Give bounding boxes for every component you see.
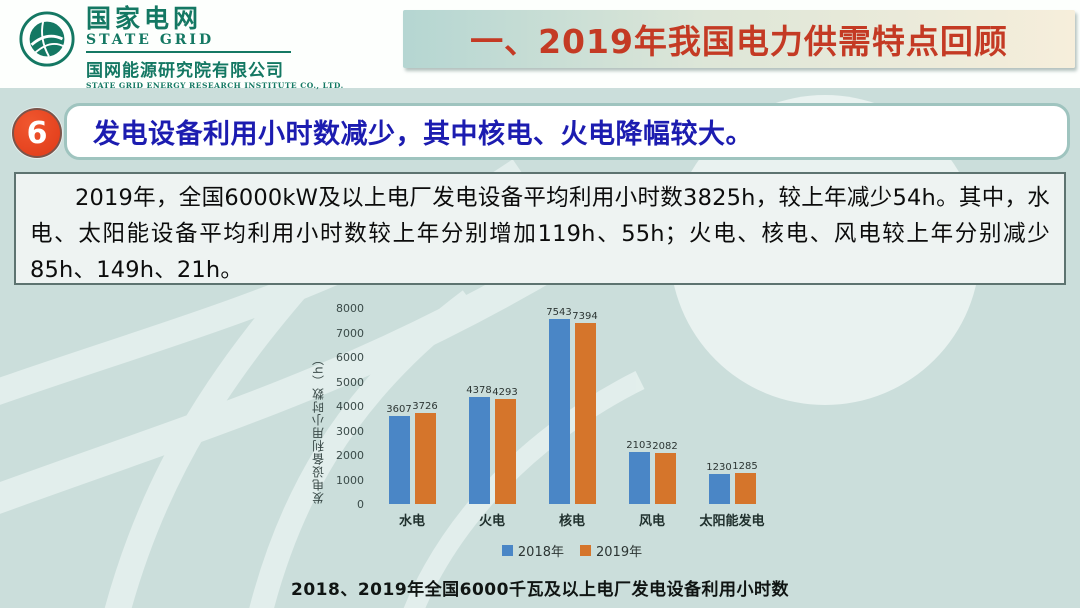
bar-2019年: 2082 bbox=[652, 441, 678, 504]
section-title-box: 发电设备利用小时数减少，其中核电、火电降幅较大。 bbox=[64, 103, 1070, 160]
legend-label: 2019年 bbox=[596, 545, 643, 560]
y-tick-label: 7000 bbox=[336, 326, 364, 340]
y-tick-label: 8000 bbox=[336, 302, 364, 315]
summary-paragraph-box: 2019年，全国6000kW及以上电厂发电设备平均利用小时数3825h，较上年减… bbox=[14, 172, 1066, 285]
bar-value-label: 2082 bbox=[652, 441, 678, 452]
y-tick-label: 4000 bbox=[336, 400, 364, 413]
bar-value-label: 7543 bbox=[546, 307, 572, 319]
chart-yticks: 8000 7000 6000 5000 4000 3000 2000 1000 0 bbox=[328, 302, 372, 511]
bar-2019年: 1285 bbox=[732, 461, 758, 504]
category-label: 核电 bbox=[558, 514, 585, 529]
category-label: 火电 bbox=[478, 514, 505, 529]
summary-paragraph: 2019年，全国6000kW及以上电厂发电设备平均利用小时数3825h，较上年减… bbox=[30, 185, 1050, 283]
bar-2018年: 4378 bbox=[466, 385, 492, 504]
bar-2019年: 3726 bbox=[412, 401, 438, 504]
bar-value-label: 2103 bbox=[626, 440, 652, 452]
section-number-badge: 6 bbox=[12, 108, 62, 158]
chart-categories: 水电 火电 核电 风电 太阳能发电 bbox=[372, 510, 772, 529]
org-name-cn: 国网能源研究院有限公司 bbox=[86, 61, 284, 82]
state-grid-logo: 国家电网 STATE GRID 国网能源研究院有限公司 STATE GRID E… bbox=[18, 4, 344, 91]
bar-2018年: 2103 bbox=[626, 440, 652, 504]
section-banner: 一、2019年我国电力供需特点回顾 bbox=[403, 10, 1075, 68]
legend-item: 2018年 bbox=[501, 541, 564, 560]
category-label: 太阳能发电 bbox=[699, 514, 765, 529]
y-tick-label: 2000 bbox=[336, 449, 364, 462]
y-tick-label: 6000 bbox=[336, 351, 364, 364]
bar-group: 2103 2082 bbox=[612, 308, 692, 504]
category-label: 水电 bbox=[398, 514, 425, 529]
y-tick-label: 5000 bbox=[336, 375, 364, 389]
bar-value-label: 3607 bbox=[386, 403, 412, 415]
legend-swatch-icon bbox=[501, 545, 513, 556]
banner-title: 一、2019年我国电力供需特点回顾 bbox=[470, 22, 1008, 61]
category-label: 风电 bbox=[638, 514, 665, 529]
logo-divider bbox=[86, 51, 291, 54]
chart-y-axis-title: 发电设备利用小时数（h） bbox=[311, 352, 326, 504]
section-title: 发电设备利用小时数减少，其中核电、火电降幅较大。 bbox=[93, 119, 753, 150]
bar-2019年: 7394 bbox=[572, 311, 598, 504]
bar-2018年: 7543 bbox=[546, 307, 572, 504]
bar-2019年: 4293 bbox=[492, 387, 518, 504]
y-tick-label: 3000 bbox=[336, 424, 364, 438]
bar-group: 7543 7394 bbox=[532, 307, 612, 504]
y-tick-label: 0 bbox=[357, 498, 364, 511]
bar-value-label: 4293 bbox=[492, 386, 518, 398]
bar-2018年: 3607 bbox=[386, 404, 412, 504]
legend-swatch-icon bbox=[580, 545, 591, 556]
brand-name-en: STATE GRID bbox=[86, 32, 215, 49]
utilization-hours-chart: 发电设备利用小时数（h） 8000 7000 6000 5000 4000 3000 200… bbox=[308, 302, 778, 560]
chart-legend: 2018年 2019年 bbox=[372, 541, 772, 560]
bar-2018年: 1230 bbox=[706, 462, 732, 504]
chart-caption: 2018、2019年全国6000千瓦及以上电厂发电设备利用小时数 bbox=[291, 580, 789, 600]
bar-group: 4378 4293 bbox=[452, 308, 532, 504]
state-grid-globe-icon bbox=[19, 11, 75, 67]
bar-value-label: 1285 bbox=[732, 460, 758, 472]
bar-group: 3607 3726 bbox=[372, 308, 452, 504]
bar-value-label: 4378 bbox=[466, 384, 492, 396]
bar-value-label: 1230 bbox=[706, 461, 732, 473]
legend-item: 2019年 bbox=[580, 541, 642, 560]
org-name-en: STATE GRID ENERGY RESEARCH INSTITUTE CO.… bbox=[86, 81, 344, 91]
bar-value-label: 3726 bbox=[412, 400, 438, 412]
bar-group: 1230 1285 bbox=[692, 308, 772, 504]
y-tick-label: 1000 bbox=[336, 473, 364, 487]
brand-name-cn: 国家电网 bbox=[86, 4, 203, 33]
bar-value-label: 7394 bbox=[572, 310, 598, 322]
chart-plot: 3607 3726 4378 4293 7543 7394 2103 2082 1230 1285 bbox=[372, 307, 772, 504]
header-band: 国家电网 STATE GRID 国网能源研究院有限公司 STATE GRID E… bbox=[0, 0, 1080, 91]
legend-label: 2018年 bbox=[517, 545, 564, 560]
